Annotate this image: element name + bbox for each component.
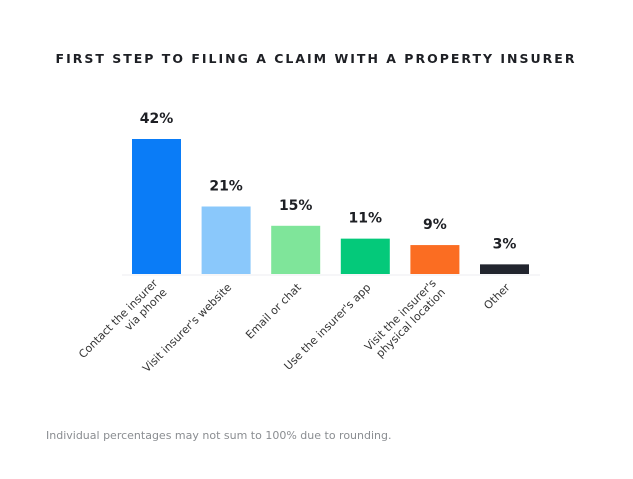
data-label: 15% (279, 198, 313, 214)
bar (340, 238, 390, 274)
data-label: 42% (140, 111, 174, 127)
data-label: 9% (423, 217, 447, 233)
data-label: 21% (209, 179, 243, 195)
bar (132, 139, 181, 274)
tick-label: Other (481, 281, 513, 313)
data-label: 3% (493, 236, 517, 252)
chart-title: FIRST STEP TO FILING A CLAIM WITH A PROP… (56, 51, 577, 66)
data-label: 11% (349, 211, 383, 227)
tick-label: Contact the insurer (76, 276, 161, 361)
bar (201, 206, 251, 274)
tick-label: Email or chat (243, 280, 304, 341)
bar (271, 225, 321, 274)
bar (480, 264, 529, 274)
category-label: Email or chat (243, 280, 304, 341)
category-label: Other (481, 281, 513, 313)
bar (410, 245, 460, 274)
footnote: Individual percentages may not sum to 10… (46, 429, 392, 442)
